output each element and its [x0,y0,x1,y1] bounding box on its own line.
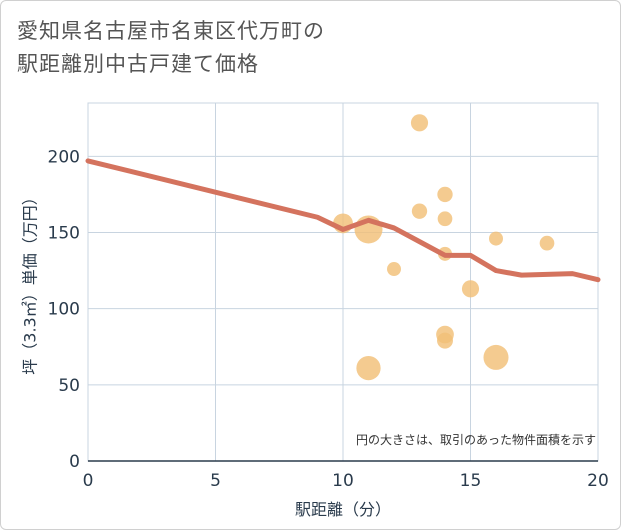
chart-title: 愛知県名古屋市名東区代万町の 駅距離別中古戸建て価格 [17,15,325,81]
y-tick-label: 50 [58,376,80,396]
y-tick-label: 200 [48,147,80,167]
data-bubble [411,203,428,219]
x-tick-label: 15 [460,471,482,491]
data-bubble [539,235,555,251]
data-bubble [387,262,401,277]
data-bubble [437,332,453,349]
bubble-size-note: 円の大きさは、取引のあった物件面積を示す [356,432,596,447]
data-bubble [483,344,509,370]
x-tick-label: 5 [210,471,221,491]
data-bubble [461,280,480,298]
y-tick-label: 0 [69,452,80,472]
data-bubble [437,211,453,227]
bubble-series [333,114,555,381]
data-bubble [356,355,381,381]
trend-line-group [85,158,601,283]
y-tick-label: 150 [48,223,80,243]
x-tick-label: 20 [587,471,609,491]
chart-title-line-2: 駅距離別中古戸建て価格 [17,52,259,76]
x-tick-label: 10 [332,471,354,491]
y-tick-label: 100 [48,300,80,320]
chart-title-line-1: 愛知県名古屋市名東区代万町の [17,19,325,43]
data-bubble [489,231,503,246]
data-bubble [437,186,453,203]
x-axis-label: 駅距離（分） [295,500,391,519]
data-bubble [410,114,429,132]
y-axis-label: 坪（3.3㎡）単価（万円） [21,189,40,374]
grid-lines [87,102,599,462]
x-tick-label: 0 [83,471,94,491]
trend-line [85,158,601,283]
